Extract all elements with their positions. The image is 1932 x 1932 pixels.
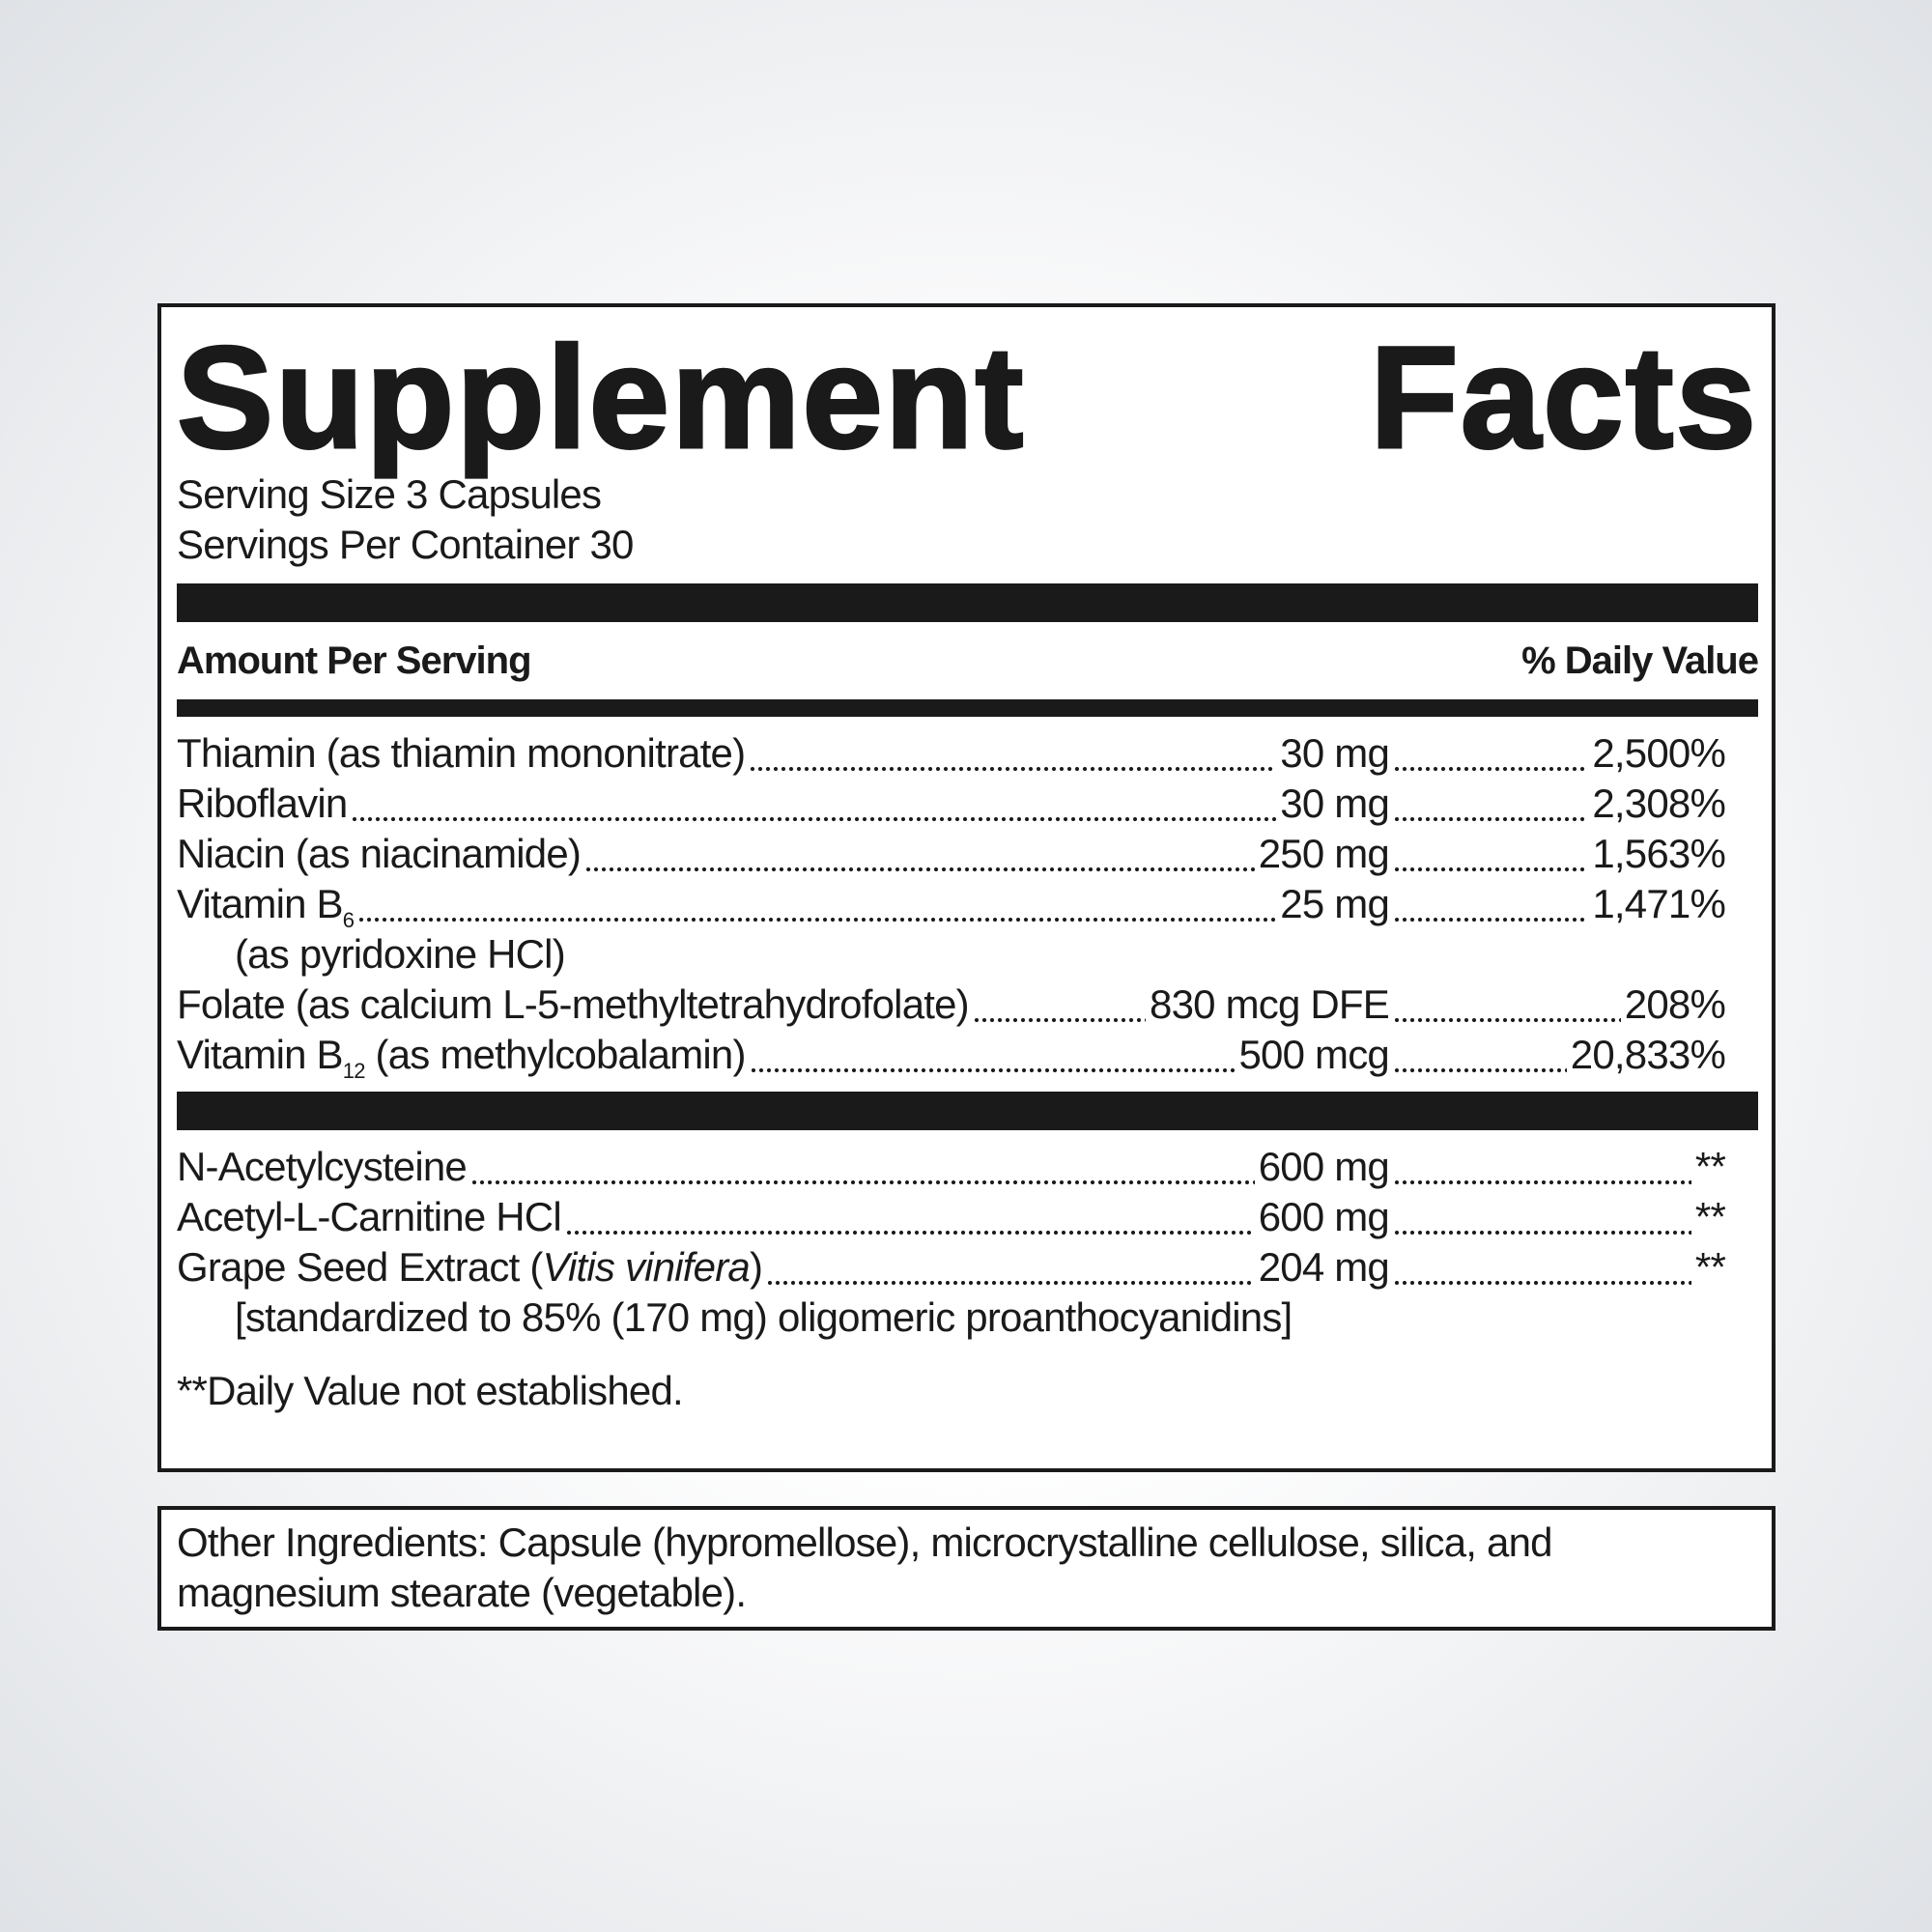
name: Acetyl-L-Carnitine HCl bbox=[177, 1194, 562, 1239]
dv-cell: 2,308% bbox=[1389, 779, 1726, 829]
leader bbox=[564, 1192, 1255, 1242]
nutrient-name: Acetyl-L-Carnitine HCl bbox=[177, 1192, 562, 1242]
servings-per-container: Servings Per Container 30 bbox=[177, 522, 634, 567]
name: Vitamin B bbox=[177, 881, 344, 926]
leader bbox=[1393, 1192, 1691, 1242]
nutrient-name: N-Acetylcysteine bbox=[177, 1142, 468, 1192]
facts-inner: Supplement Facts Serving Size 3 Capsules… bbox=[176, 316, 1759, 1428]
nutrient-row: Thiamin (as thiamin mononitrate) 30 mg 2,5… bbox=[177, 728, 1726, 779]
nutrient-name: Thiamin (as thiamin mononitrate) bbox=[177, 728, 746, 779]
leader bbox=[469, 1142, 1255, 1192]
daily-value: 1,563% bbox=[1592, 831, 1725, 876]
leader bbox=[766, 1242, 1255, 1293]
leader bbox=[749, 1030, 1236, 1080]
name: Niacin (as niacinamide) bbox=[177, 831, 582, 876]
nutrient-row: Vitamin B6 25 mg 1,471% bbox=[177, 879, 1726, 932]
dv-cell: ** bbox=[1389, 1142, 1726, 1192]
leader bbox=[1393, 980, 1621, 1030]
leader bbox=[351, 779, 1277, 829]
leader bbox=[1393, 779, 1589, 829]
amount: 500 mcg bbox=[1238, 1032, 1390, 1077]
dv-cell: 208% bbox=[1389, 980, 1726, 1030]
subscript: 12 bbox=[342, 1059, 366, 1083]
daily-value: 2,308% bbox=[1592, 781, 1725, 826]
leader bbox=[1393, 829, 1589, 879]
nutrient-note: (as pyridoxine HCl) bbox=[235, 931, 566, 977]
name-rest: ) bbox=[749, 1244, 763, 1290]
amount: 30 mg bbox=[1280, 781, 1390, 826]
nutrient-name: Folate (as calcium L-5-methyltetrahydrof… bbox=[177, 980, 970, 1030]
name: Grape Seed Extract ( bbox=[177, 1244, 543, 1290]
divider bbox=[177, 1092, 1758, 1130]
amount: 600 mg bbox=[1258, 1144, 1390, 1189]
daily-value: 20,833% bbox=[1570, 1032, 1726, 1077]
daily-value: 2,500% bbox=[1592, 730, 1725, 776]
dv-cell: ** bbox=[1389, 1242, 1726, 1293]
section: N-Acetylcysteine 600 mg ** Acetyl-L-Carniti… bbox=[177, 1130, 1758, 1354]
daily-value: ** bbox=[1694, 1244, 1726, 1290]
column-headers: Amount Per Serving % Daily Value bbox=[177, 622, 1759, 699]
leader bbox=[1393, 879, 1589, 929]
daily-value: 208% bbox=[1624, 981, 1726, 1027]
nutrient-name: Vitamin B6 bbox=[177, 879, 355, 932]
divider bbox=[177, 583, 1758, 622]
leader bbox=[1393, 1242, 1691, 1293]
nutrient-name: Vitamin B12 (as methylcobalamin) bbox=[177, 1030, 747, 1083]
nutrient-name: Riboflavin bbox=[177, 779, 348, 829]
dv-cell: 20,833% bbox=[1389, 1030, 1726, 1080]
name: Folate (as calcium L-5-methyltetrahydrof… bbox=[177, 981, 970, 1027]
title: Supplement Facts bbox=[176, 316, 1758, 478]
other-ingredients: Other Ingredients: Capsule (hypromellose… bbox=[177, 1520, 1553, 1615]
name: Riboflavin bbox=[177, 781, 348, 826]
nutrient-row: Niacin (as niacinamide) 250 mg 1,563% bbox=[177, 829, 1726, 879]
daily-value: ** bbox=[1694, 1144, 1726, 1189]
amount: 204 mg bbox=[1258, 1244, 1390, 1290]
amount: 25 mg bbox=[1280, 881, 1390, 926]
dv-header: % Daily Value bbox=[1521, 639, 1759, 682]
nutrient-row: Folate (as calcium L-5-methyltetrahydrof… bbox=[177, 980, 1726, 1030]
daily-value: ** bbox=[1694, 1194, 1726, 1239]
dv-cell: 2,500% bbox=[1389, 728, 1726, 779]
nutrient-note: [standardized to 85% (170 mg) oligomeric… bbox=[235, 1294, 1293, 1340]
leader bbox=[749, 728, 1277, 779]
nutrient-row: Vitamin B12 (as methylcobalamin) 500 mcg 2… bbox=[177, 1030, 1726, 1083]
nutrient-row: Grape Seed Extract (Vitis vinifera) 204 m… bbox=[177, 1242, 1726, 1293]
dv-cell: ** bbox=[1389, 1192, 1726, 1242]
dv-cell: 1,471% bbox=[1389, 879, 1726, 929]
daily-value: 1,471% bbox=[1592, 881, 1725, 926]
nutrient-row: Acetyl-L-Carnitine HCl 600 mg ** bbox=[177, 1192, 1726, 1242]
amount: 250 mg bbox=[1258, 831, 1390, 876]
leader bbox=[972, 980, 1147, 1030]
amount: 30 mg bbox=[1280, 730, 1390, 776]
name-rest: (as methylcobalamin) bbox=[364, 1032, 747, 1077]
dv-cell: 1,563% bbox=[1389, 829, 1726, 879]
nutrient-name: Niacin (as niacinamide) bbox=[177, 829, 582, 879]
divider bbox=[177, 699, 1758, 717]
amount: 600 mg bbox=[1258, 1194, 1390, 1239]
amount-header: Amount Per Serving bbox=[177, 639, 532, 682]
name: Thiamin (as thiamin mononitrate) bbox=[177, 730, 746, 776]
leader bbox=[584, 829, 1255, 879]
serving-size: Serving Size 3 Capsules bbox=[177, 471, 602, 517]
section: Thiamin (as thiamin mononitrate) 30 mg 2,5… bbox=[177, 717, 1758, 1092]
supplement-facts: Supplement Facts Serving Size 3 Capsules… bbox=[157, 303, 1776, 1472]
italic-name: Vitis vinifera bbox=[542, 1244, 751, 1290]
amount: 830 mcg DFE bbox=[1150, 981, 1390, 1027]
leader bbox=[1393, 728, 1589, 779]
leader bbox=[1393, 1142, 1691, 1192]
sections: Thiamin (as thiamin mononitrate) 30 mg 2,5… bbox=[177, 717, 1758, 1354]
leader bbox=[1393, 1030, 1567, 1080]
nutrient-row: N-Acetylcysteine 600 mg ** bbox=[177, 1142, 1726, 1192]
other-ingredients-box: Other Ingredients: Capsule (hypromellose… bbox=[157, 1506, 1776, 1631]
footnote: **Daily Value not established. bbox=[177, 1368, 684, 1413]
nutrient-name: Grape Seed Extract (Vitis vinifera) bbox=[177, 1242, 763, 1293]
nutrient-row: Riboflavin 30 mg 2,308% bbox=[177, 779, 1726, 829]
name: Vitamin B bbox=[177, 1032, 344, 1077]
leader bbox=[357, 879, 1277, 929]
subscript: 6 bbox=[342, 908, 355, 932]
name: N-Acetylcysteine bbox=[177, 1144, 468, 1189]
